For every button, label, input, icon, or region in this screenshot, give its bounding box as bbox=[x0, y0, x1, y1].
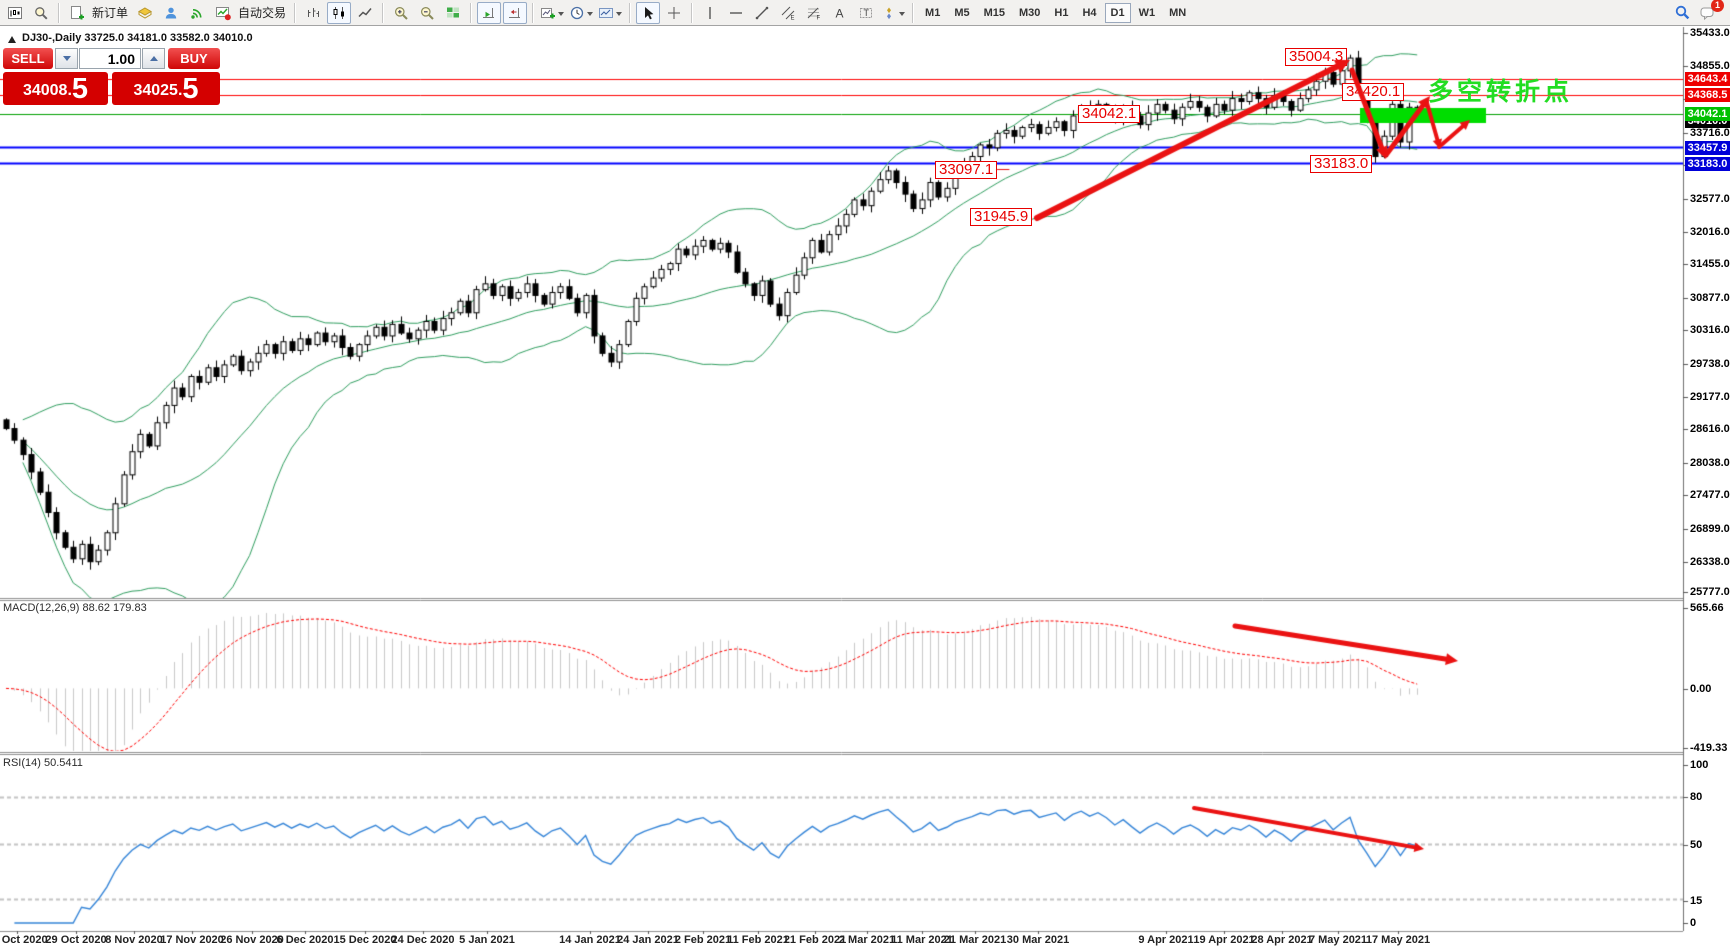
price-tick-label: 35433.0 bbox=[1690, 27, 1730, 39]
price-tick-label: 34855.0 bbox=[1690, 60, 1730, 72]
price-badge: 34368.5 bbox=[1685, 88, 1730, 102]
date-label: 26 Nov 2020 bbox=[220, 934, 284, 946]
price-tick-label: 26338.0 bbox=[1690, 556, 1730, 568]
buy-price-fraction: 5 bbox=[182, 73, 199, 105]
date-label: 21 Mar 2021 bbox=[943, 934, 1007, 946]
chevron-up-icon bbox=[149, 52, 158, 61]
price-tick-label: 33716.0 bbox=[1690, 127, 1730, 139]
sell-price-fraction: 5 bbox=[71, 73, 89, 105]
volume-decrease-button[interactable] bbox=[55, 48, 78, 69]
rsi-scale-label: 50 bbox=[1690, 839, 1703, 851]
date-label: 11 Feb 2021 bbox=[727, 934, 789, 946]
sell-button[interactable]: SELL bbox=[3, 48, 53, 69]
date-label: 24 Jan 2021 bbox=[617, 934, 679, 946]
date-label: 17 Nov 2020 bbox=[160, 934, 224, 946]
buy-price-panel[interactable]: 34025. 5 bbox=[112, 72, 220, 105]
rsi-scale-label: 100 bbox=[1690, 759, 1709, 771]
date-label: 14 Jan 2021 bbox=[559, 934, 621, 946]
rsi-indicator-label: RSI(14) 50.5411 bbox=[3, 757, 83, 769]
date-label: 29 Oct 2020 bbox=[45, 934, 107, 946]
macd-scale-label: 565.66 bbox=[1690, 602, 1724, 614]
price-annotation[interactable]: 31945.9 bbox=[970, 208, 1033, 226]
date-label: 15 Dec 2020 bbox=[333, 934, 397, 946]
macd-indicator-label: MACD(12,26,9) 88.62 179.83 bbox=[3, 602, 147, 614]
date-label: 7 May 2021 bbox=[1308, 934, 1368, 946]
date-label: 8 Nov 2020 bbox=[105, 934, 163, 946]
rsi-scale-label: 15 bbox=[1690, 895, 1703, 907]
price-tick-label: 28616.0 bbox=[1690, 423, 1730, 435]
date-label: 20 Oct 2020 bbox=[0, 934, 48, 946]
rsi-scale-label: 0 bbox=[1690, 917, 1697, 929]
price-tick-label: 30877.0 bbox=[1690, 292, 1730, 304]
date-label: 5 Jan 2021 bbox=[459, 934, 515, 946]
volume-increase-button[interactable] bbox=[142, 48, 165, 69]
price-tick-label: 32016.0 bbox=[1690, 226, 1730, 238]
date-label: 21 Feb 2021 bbox=[783, 934, 847, 946]
price-tick-label: 26899.0 bbox=[1690, 523, 1730, 535]
date-label: 24 Dec 2020 bbox=[391, 934, 455, 946]
date-label: 19 Apr 2021 bbox=[1193, 934, 1255, 946]
price-tick-label: 31455.0 bbox=[1690, 258, 1730, 270]
price-tick-label: 28038.0 bbox=[1690, 457, 1730, 469]
date-label: 9 Apr 2021 bbox=[1138, 934, 1194, 946]
price-badge: 34042.1 bbox=[1685, 107, 1730, 121]
price-badge: 33183.0 bbox=[1685, 157, 1730, 171]
macd-scale-label: -419.33 bbox=[1690, 742, 1728, 754]
symbol-title: DJ30-,Daily 33725.0 34181.0 33582.0 3401… bbox=[22, 32, 253, 44]
price-annotation[interactable]: 34420.1 bbox=[1342, 83, 1405, 101]
price-tick-label: 29177.0 bbox=[1690, 391, 1730, 403]
price-tick-label: 25777.0 bbox=[1690, 586, 1730, 598]
sell-price-main: 34008 bbox=[22, 82, 68, 99]
price-badge: 33457.9 bbox=[1685, 141, 1730, 155]
price-badge: 34643.4 bbox=[1685, 72, 1730, 86]
price-tick-label: 29738.0 bbox=[1690, 358, 1730, 370]
price-annotation[interactable]: 33097.1 bbox=[935, 161, 998, 179]
collapse-panel-icon[interactable] bbox=[8, 36, 16, 43]
trend-annotation-text[interactable]: 多空转折点 bbox=[1428, 78, 1574, 106]
sell-price-panel[interactable]: 34008. 5 bbox=[3, 72, 108, 105]
macd-scale-label: 0.00 bbox=[1690, 683, 1712, 695]
date-label: 28 Apr 2021 bbox=[1251, 934, 1313, 946]
price-annotation[interactable]: 35004.3 bbox=[1285, 48, 1348, 66]
date-label: 30 Mar 2021 bbox=[1006, 934, 1070, 946]
date-label: 2 Mar 2021 bbox=[838, 934, 896, 946]
price-tick-label: 27477.0 bbox=[1690, 489, 1730, 501]
price-annotation[interactable]: 33183.0 bbox=[1310, 155, 1373, 173]
price-tick-label: 32577.0 bbox=[1690, 193, 1730, 205]
volume-input[interactable] bbox=[79, 48, 141, 69]
rsi-scale-label: 80 bbox=[1690, 791, 1703, 803]
price-tick-label: 30316.0 bbox=[1690, 324, 1730, 336]
date-label: 2 Feb 2021 bbox=[674, 934, 732, 946]
price-annotation[interactable]: 34042.1 bbox=[1078, 105, 1141, 123]
buy-price-main: 34025 bbox=[133, 82, 178, 99]
date-label: 17 May 2021 bbox=[1365, 934, 1431, 946]
chevron-down-icon bbox=[62, 56, 71, 65]
date-label: 6 Dec 2020 bbox=[276, 934, 334, 946]
buy-button[interactable]: BUY bbox=[168, 48, 220, 69]
